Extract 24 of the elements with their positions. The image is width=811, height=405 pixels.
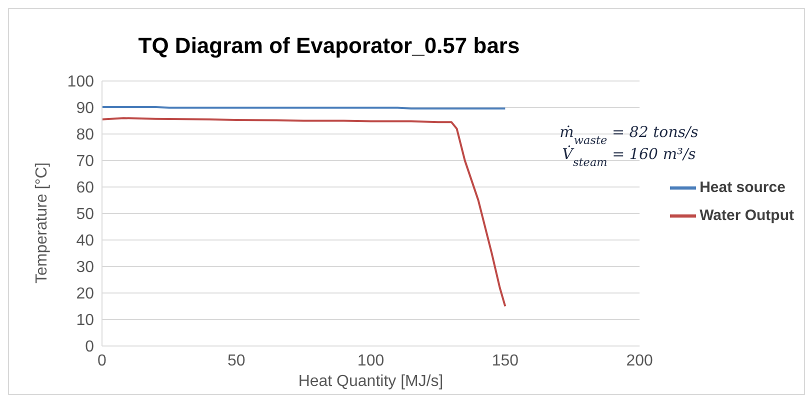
x-tick-label: 0 <box>98 352 107 370</box>
legend-label: Heat source <box>700 178 786 196</box>
y-tick-label: 60 <box>76 180 94 197</box>
y-tick-label: 80 <box>76 126 94 144</box>
y-tick-label: 10 <box>76 312 94 330</box>
y-tick-label: 100 <box>67 74 94 91</box>
y-tick-label: 90 <box>76 100 94 118</box>
x-tick-label: 50 <box>227 352 246 370</box>
y-tick-label: 70 <box>76 153 94 170</box>
y-tick-label: 30 <box>76 259 94 276</box>
x-tick-label: 100 <box>357 352 384 370</box>
legend-label: Water Output <box>700 206 794 224</box>
y-tick-label: 0 <box>85 338 94 356</box>
annotation: ṁ$_{waste}$ = 82 tons/s <box>560 123 699 146</box>
y-tick-label: 50 <box>76 206 94 224</box>
annotation: V̇$_{steam}$ = 160 m³/s <box>562 144 696 168</box>
line-series <box>102 117 506 308</box>
y-tick-label: 40 <box>76 232 94 250</box>
x-axis-title: Heat Quantity [MJ/s] <box>298 373 444 390</box>
x-tick-label: 200 <box>626 352 654 370</box>
y-axis-title: Temperature [°C] <box>34 162 51 284</box>
chart-title: TQ Diagram of Evaporator_0.57 bars <box>137 33 521 59</box>
y-tick-label: 20 <box>76 286 94 303</box>
x-tick-label: 150 <box>492 352 519 370</box>
